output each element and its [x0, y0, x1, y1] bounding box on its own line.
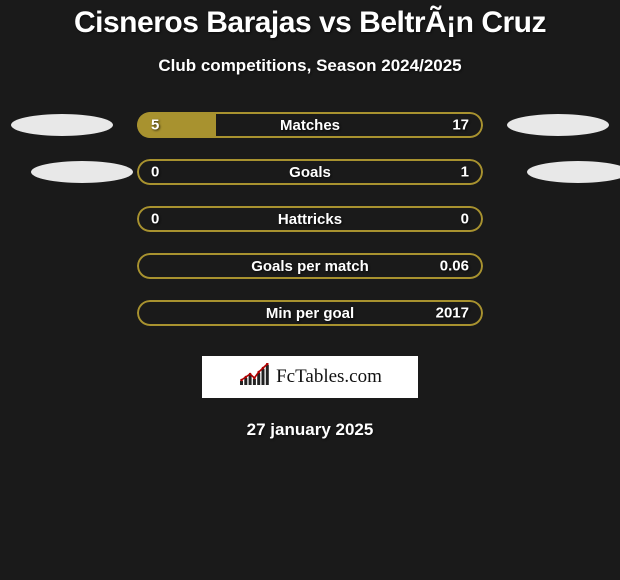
stat-label: Hattricks: [137, 211, 483, 228]
stat-row: 517Matches: [0, 112, 620, 138]
right-player-ellipse: [527, 161, 620, 183]
comparison-title: Cisneros Barajas vs BeltrÃ¡n Cruz: [0, 6, 620, 40]
logo-chart-icon: [238, 363, 272, 392]
comparison-subtitle: Club competitions, Season 2024/2025: [0, 56, 620, 76]
stat-row: 00Hattricks: [0, 206, 620, 232]
source-logo-box: FcTables.com: [202, 356, 418, 398]
left-player-ellipse: [31, 161, 133, 183]
stat-label: Min per goal: [137, 305, 483, 322]
stat-row: 2017Min per goal: [0, 300, 620, 326]
left-player-ellipse: [11, 114, 113, 136]
stat-bar: 00Hattricks: [137, 206, 483, 232]
stat-row: 01Goals: [0, 159, 620, 185]
stat-bar: 0.06Goals per match: [137, 253, 483, 279]
right-player-ellipse: [507, 114, 609, 136]
logo-text: FcTables.com: [276, 366, 382, 388]
stat-bar: 01Goals: [137, 159, 483, 185]
stat-rows: 517Matches 01Goals 00Hattricks 0.06Goals pe…: [0, 112, 620, 326]
stat-label: Goals: [137, 164, 483, 181]
infographic-container: Cisneros Barajas vs BeltrÃ¡n Cruz Club c…: [0, 0, 620, 440]
stat-label: Matches: [137, 117, 483, 134]
stat-row: 0.06Goals per match: [0, 253, 620, 279]
stat-label: Goals per match: [137, 258, 483, 275]
infographic-date: 27 january 2025: [0, 420, 620, 440]
stat-bar: 517Matches: [137, 112, 483, 138]
stat-bar: 2017Min per goal: [137, 300, 483, 326]
